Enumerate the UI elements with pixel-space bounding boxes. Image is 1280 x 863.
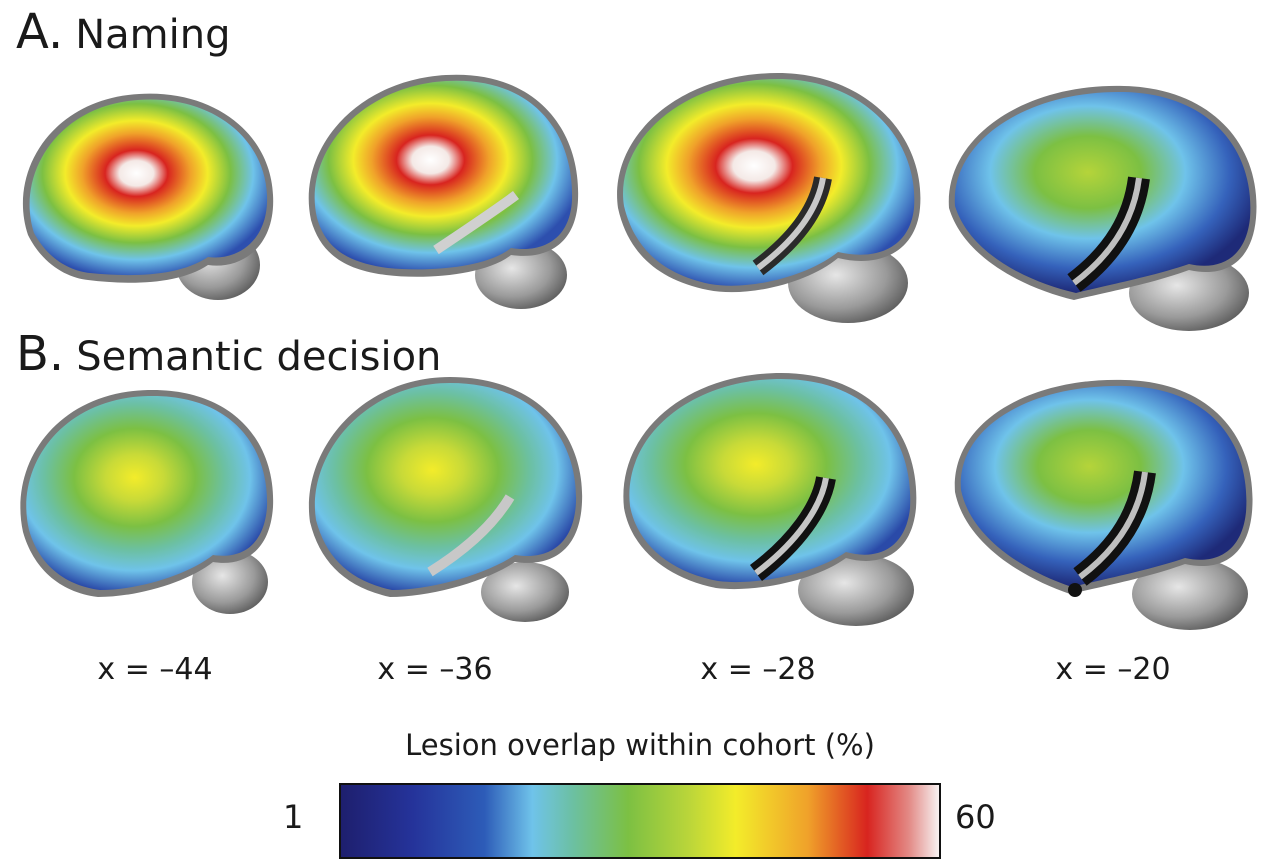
brain-slice-a2: [308, 74, 579, 309]
panel-b-letter: B.: [16, 326, 65, 382]
brain-slice-a1: [22, 93, 274, 300]
panel-b-title: Semantic decision: [76, 334, 442, 380]
colorbar-min-label: 1: [283, 798, 304, 836]
colorbar-max-label: 60: [955, 798, 996, 836]
brain-slice-b3: [623, 373, 917, 626]
panel-a-letter: A.: [16, 4, 64, 60]
panel-a-title: Naming: [75, 12, 231, 58]
brain-slice-a3: [617, 73, 921, 323]
panel-b-label: B. Semantic decision: [16, 330, 441, 378]
slice-coord-label: x = –28: [700, 652, 816, 687]
colorbar: [339, 783, 941, 859]
brain-slice-a4: [948, 85, 1257, 331]
slice-coord-label: x = –44: [97, 652, 213, 687]
brain-slice-b4: [954, 379, 1253, 630]
colorbar-title: Lesion overlap within cohort (%): [405, 728, 875, 762]
slice-coord-label: x = –36: [377, 652, 493, 687]
slice-coord-label: x = –20: [1055, 652, 1171, 687]
brain-slice-b2: [308, 377, 583, 622]
panel-a-label: A. Naming: [16, 8, 231, 56]
brain-slice-b1: [20, 389, 274, 614]
